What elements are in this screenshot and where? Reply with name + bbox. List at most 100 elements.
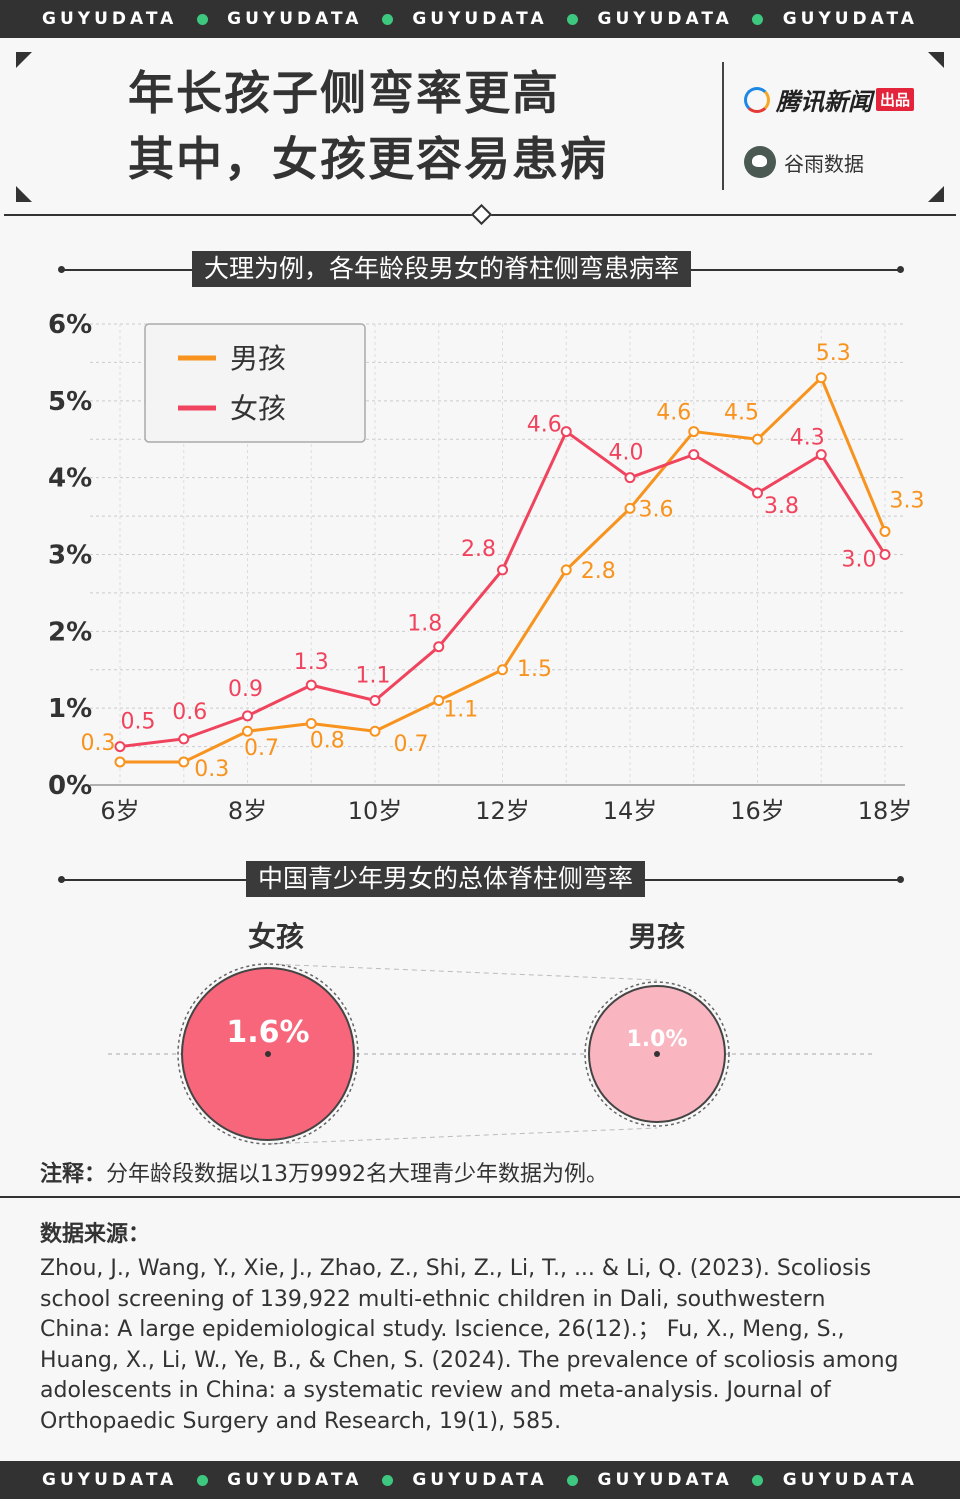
series-boys: 0.3 0.3 0.7 0.8 0.7 1.1 1.5 2.8 3.6 4.6 4.5 5.3 3.3 bbox=[79, 339, 926, 783]
section-dot bbox=[897, 876, 904, 883]
connector-line bbox=[267, 963, 658, 981]
data-point bbox=[369, 694, 381, 706]
green-dot-icon bbox=[567, 1474, 579, 1486]
section-dot bbox=[58, 876, 65, 883]
note: 注释：分年龄段数据以13万9992名大理青少年数据为例。 bbox=[40, 1156, 608, 1188]
data-point bbox=[497, 564, 508, 576]
data-point bbox=[560, 426, 572, 438]
corner-mark-icon bbox=[16, 52, 32, 68]
data-point bbox=[369, 725, 381, 737]
data-label: 3.6 bbox=[639, 497, 674, 522]
data-point bbox=[433, 694, 445, 706]
bubble-center bbox=[654, 1051, 660, 1057]
header-divider bbox=[722, 62, 724, 190]
data-label: 0.9 bbox=[228, 677, 263, 702]
bubble-chart-title: 中国青少年男女的总体脊柱侧弯率 bbox=[246, 861, 646, 897]
data-label: 1.1 bbox=[443, 697, 478, 722]
bubble-girls: 1.6% 女孩 bbox=[177, 920, 359, 1145]
bubble-category-label: 男孩 bbox=[629, 920, 685, 953]
data-label: 1.3 bbox=[294, 650, 329, 675]
corner-mark-icon bbox=[928, 186, 944, 202]
data-point bbox=[815, 449, 827, 461]
data-label: 0.5 bbox=[121, 710, 156, 735]
y-tick-label: 3% bbox=[48, 541, 92, 571]
data-label: 0.7 bbox=[244, 736, 279, 761]
data-point bbox=[879, 549, 891, 560]
source-line: Orthopaedic Surgery and Research, 19(1),… bbox=[40, 1408, 562, 1434]
source-line: Zhou, J., Wang, Y., Xie, J., Zhao, Z., S… bbox=[40, 1256, 872, 1281]
source-heading: 数据来源： bbox=[40, 1222, 151, 1247]
data-point bbox=[305, 679, 317, 691]
bubble-value-label: 1.6% bbox=[226, 1015, 309, 1050]
band-text: GUYUDATA bbox=[597, 9, 733, 29]
line-chart: 0%1%2%3%4%5%6%6岁 8岁 10岁 12岁 14岁 16岁 18岁0.30.30… bbox=[48, 310, 926, 825]
source-text: Zhou, J., Wang, Y., Xie, J., Zhao, Z., S… bbox=[40, 1254, 920, 1437]
tencent-news-icon bbox=[744, 86, 770, 113]
data-point bbox=[560, 564, 572, 576]
x-tick-label: 10岁 bbox=[348, 797, 403, 825]
top-brand-band: GUYUDATA GUYUDATA GUYUDATA GUYUDATA GUYUDATA bbox=[0, 0, 960, 38]
section-dot bbox=[58, 266, 65, 273]
band-text: GUYUDATA bbox=[42, 9, 178, 29]
data-label: 3.0 bbox=[842, 548, 877, 573]
data-label: 4.3 bbox=[790, 426, 825, 451]
brand1-name: 腾讯新闻 bbox=[776, 88, 872, 116]
connector-line bbox=[267, 1127, 658, 1145]
band-text: GUYUDATA bbox=[227, 9, 363, 29]
bottom-brand-band: GUYUDATA GUYUDATA GUYUDATA GUYUDATA GUYUDATA bbox=[0, 1461, 960, 1499]
data-point bbox=[688, 426, 700, 438]
y-tick-label: 6% bbox=[48, 310, 92, 340]
data-label: 4.6 bbox=[656, 401, 691, 426]
legend-label: 女孩 bbox=[230, 392, 286, 425]
line-chart-title: 大理为例，各年龄段男女的脊柱侧弯患病率 bbox=[192, 251, 692, 287]
green-dot-icon bbox=[752, 1474, 764, 1486]
note-text: 分年龄段数据以13万9992名大理青少年数据为例。 bbox=[106, 1162, 608, 1187]
corner-mark-icon bbox=[928, 52, 944, 68]
data-point bbox=[879, 525, 891, 537]
data-label: 2.8 bbox=[461, 537, 496, 562]
source-line: China: A large epidemiological study. Is… bbox=[40, 1317, 845, 1342]
x-tick-label: 6岁 bbox=[100, 797, 139, 825]
x-tick-label: 14岁 bbox=[603, 797, 658, 825]
bubble-boys: 1.0% 男孩 bbox=[584, 920, 730, 1127]
data-label: 0.8 bbox=[310, 729, 345, 754]
green-dot-icon bbox=[381, 13, 393, 25]
note-label: 注释： bbox=[40, 1162, 107, 1187]
green-dot-icon bbox=[567, 13, 579, 25]
bubble-outline bbox=[584, 981, 730, 1127]
y-tick-label: 5% bbox=[48, 387, 92, 417]
source-line: Huang, X., Li, W., Ye, B., & Chen, S. (2… bbox=[40, 1347, 899, 1373]
data-point bbox=[178, 756, 190, 768]
green-dot-icon bbox=[381, 1474, 393, 1486]
band-text: GUYUDATA bbox=[782, 1470, 918, 1490]
data-point bbox=[114, 741, 126, 753]
data-label: 3.3 bbox=[890, 488, 925, 513]
data-label: 0.3 bbox=[81, 731, 116, 756]
data-point bbox=[433, 641, 445, 653]
x-tick-label: 12岁 bbox=[475, 797, 530, 825]
x-tick-label: 8岁 bbox=[228, 797, 267, 825]
section-dot bbox=[897, 266, 904, 273]
legend-label: 男孩 bbox=[230, 342, 286, 375]
y-tick-label: 1% bbox=[48, 694, 92, 724]
green-dot-icon bbox=[196, 1474, 208, 1486]
series-girls: 0.5 0.6 0.9 1.3 1.1 1.8 2.8 4.6 4.0 3.8 4.3 3.0 bbox=[114, 411, 891, 753]
data-point bbox=[242, 710, 253, 722]
data-point bbox=[114, 756, 126, 768]
data-label: 0.7 bbox=[394, 732, 429, 757]
data-point bbox=[497, 664, 508, 676]
band-text: GUYUDATA bbox=[412, 9, 548, 29]
source-line: adolescents in China: a systematic revie… bbox=[40, 1378, 831, 1403]
data-label: 5.3 bbox=[816, 341, 851, 366]
legend-box bbox=[144, 323, 366, 443]
x-tick-label: 18岁 bbox=[858, 797, 913, 825]
bubble-center bbox=[265, 1051, 271, 1057]
bubble-value-label: 1.0% bbox=[626, 1027, 687, 1052]
green-dot-icon bbox=[752, 13, 764, 25]
data-point bbox=[752, 433, 763, 445]
brand2-name: 谷雨数据 bbox=[784, 151, 864, 176]
page-title: 年长孩子侧弯率更高 其中，女孩更容易患病 bbox=[128, 60, 608, 192]
data-label: 4.0 bbox=[609, 441, 644, 466]
title-line-2: 其中，女孩更容易患病 bbox=[128, 132, 608, 186]
